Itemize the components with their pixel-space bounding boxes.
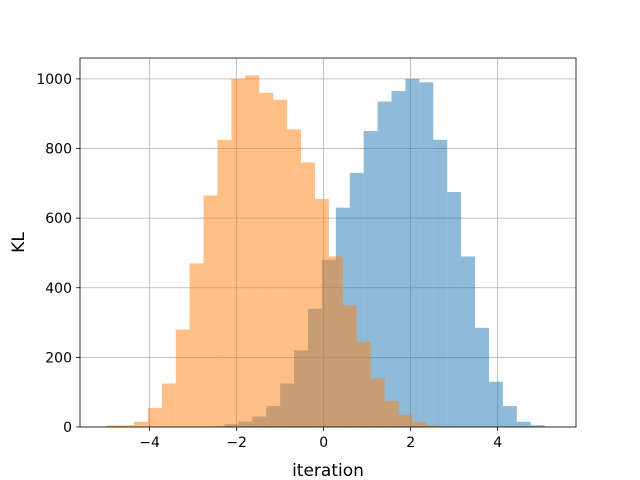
y-tick-label-4: 800 [45,142,72,158]
x-tick-label-0: −4 [139,435,160,451]
x-tick-label-1: −2 [226,435,247,451]
series-0-bar-18 [461,256,476,427]
plot-area-frame [79,57,577,428]
series-0-bar-21 [502,406,517,427]
y-tick-label-0: 0 [63,420,72,436]
series-1-bar-7 [203,195,218,427]
series-1-bar-5 [175,329,190,427]
series-1-bar-14 [301,162,315,427]
y-tick-label-3: 600 [45,211,72,227]
series-0-bar-19 [475,327,489,427]
x-axis-label: iteration [292,461,364,480]
series-1-bar-17 [342,305,357,427]
series-1-bar-21 [398,414,413,427]
series-1-bar-13 [287,129,302,427]
series-1-bar-20 [384,400,399,427]
series-1-bar-16 [328,256,343,427]
x-tick-label-3: 2 [406,435,415,451]
series-0-bar-20 [488,381,503,427]
series-0-bar-14 [405,78,420,428]
series-1-bar-4 [161,383,176,427]
series-1-bar-18 [356,341,371,427]
series-0-bar-15 [419,82,434,428]
series-1-bar-1 [120,425,134,427]
series-0-bar-17 [447,192,462,427]
y-axis-label: KL [9,232,29,253]
series-1-bar-15 [314,198,329,427]
series-1-bar-23 [426,425,441,427]
series-1-bar-8 [217,139,232,427]
x-tick-label-4: 4 [493,435,502,451]
series-0-bar-16 [433,139,448,427]
series-1-bar-9 [231,78,246,428]
series-1-bar-11 [259,92,274,428]
series-1-bar-19 [370,378,385,427]
series-1-bar-0 [106,425,121,427]
y-tick-label-1: 200 [45,350,72,366]
series-0-bar-13 [391,91,406,428]
series-0-bar-23 [530,425,545,427]
histogram-bars [106,75,545,428]
axis-ticks: −4 −2 0 2 4 0 200 400 600 800 1000 [36,72,502,451]
series-1-bar-10 [245,75,260,427]
series-1-bar-3 [147,407,162,427]
series-1-bar-6 [189,263,204,427]
y-tick-label-2: 400 [45,281,72,297]
series-0-bar-12 [377,101,392,427]
series-1-bar-22 [412,421,427,427]
y-tick-label-5: 1000 [36,72,72,88]
x-tick-label-2: 0 [319,435,328,451]
series-1-bar-2 [133,421,148,427]
series-0-bar-22 [516,421,531,427]
series-1-bar-12 [273,99,288,427]
